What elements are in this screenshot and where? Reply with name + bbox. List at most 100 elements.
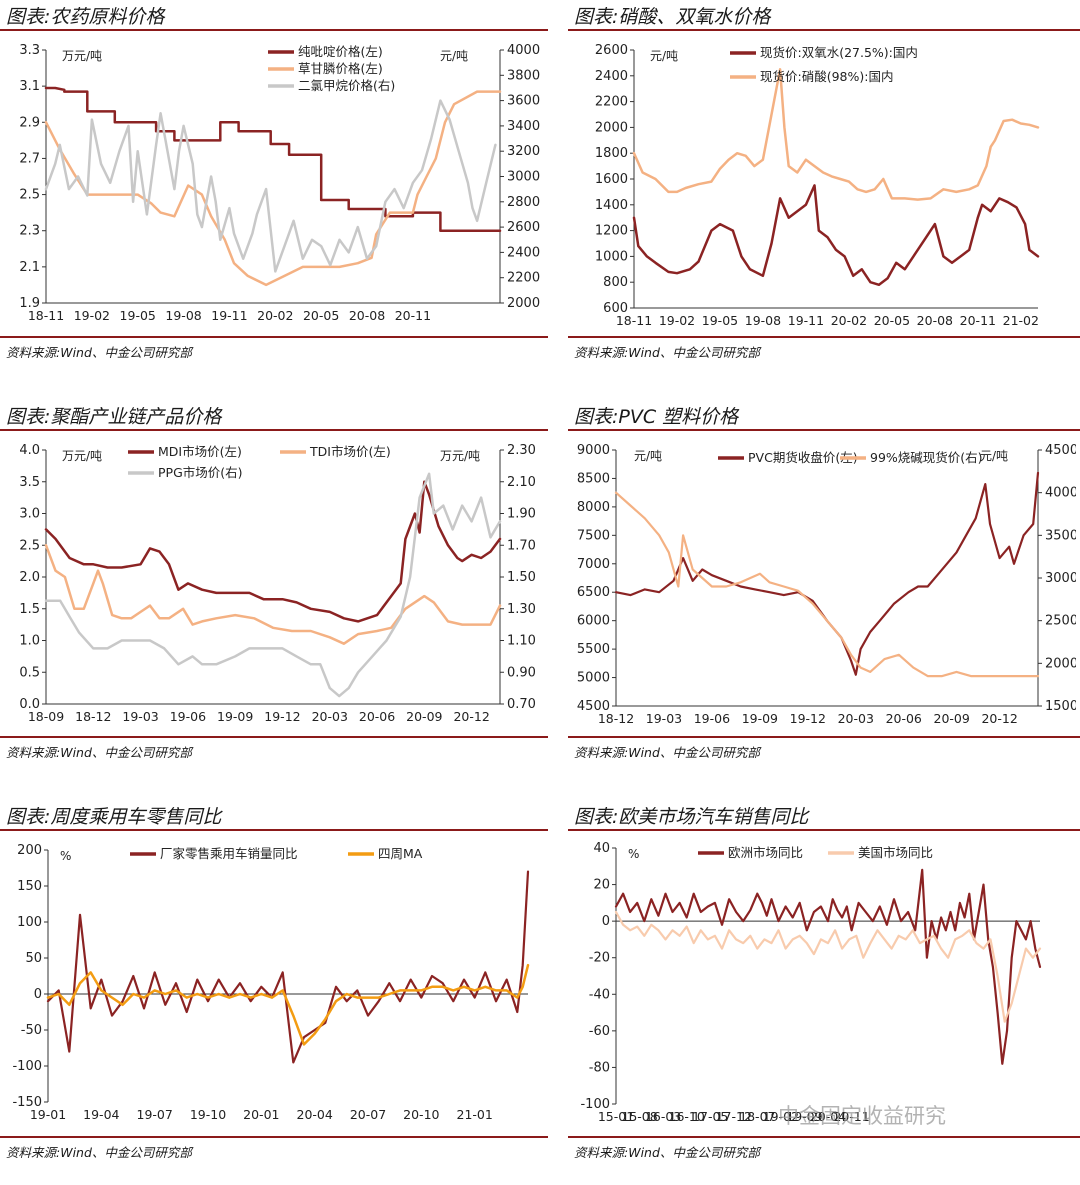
y-tick-label: 1600 bbox=[595, 172, 628, 187]
x-tick-label: 20-07 bbox=[350, 1107, 386, 1122]
y-tick-label: 8500 bbox=[577, 471, 610, 486]
y-tick-label: 9000 bbox=[577, 443, 610, 458]
y2-tick-label: 2500 bbox=[1045, 614, 1076, 629]
x-tick-label: 15-01 bbox=[598, 1109, 634, 1124]
y-tick-label: 4.0 bbox=[19, 443, 40, 458]
y2-tick-label: 0.90 bbox=[507, 665, 536, 680]
y-axis-label: 万元/吨 bbox=[62, 449, 102, 463]
chart-svg: 600 800 1000 1200 1400 1600 1800 2000 2200 2400 26… bbox=[595, 43, 1040, 328]
series-line-2 bbox=[632, 68, 1040, 201]
chart-svg: 0.0 0.5 1.0 1.5 2.0 2.5 3.0 3.5 4.0 0.70 0.90 1.10 1… bbox=[19, 443, 536, 724]
legend-label: 草甘膦价格(左) bbox=[298, 61, 383, 76]
y-tick-label: 5500 bbox=[577, 642, 610, 657]
y2-tick-label: 2800 bbox=[507, 195, 540, 210]
x-tick-label: 17-12 bbox=[716, 1109, 752, 1124]
y-tick-label: 0 bbox=[602, 914, 610, 929]
series-line-1 bbox=[632, 184, 1040, 287]
x-tick-label: 20-02 bbox=[831, 313, 867, 328]
source-rule bbox=[0, 736, 548, 738]
y-axis-label: % bbox=[628, 847, 639, 861]
y-tick-label: 1.9 bbox=[19, 296, 40, 311]
title-rule bbox=[0, 29, 548, 31]
x-tick-label: 20-08 bbox=[917, 313, 953, 328]
x-tick-label: 20-09 bbox=[934, 711, 970, 726]
chart-title: 图表:聚酯产业链产品价格 bbox=[6, 406, 222, 428]
y-tick-label: 40 bbox=[593, 841, 610, 856]
y-tick-label: 1.5 bbox=[19, 602, 40, 617]
chart-title: 图表:PVC 塑料价格 bbox=[574, 406, 739, 428]
legend-label: TDI市场价(左) bbox=[309, 444, 391, 459]
y-tick-label: 7500 bbox=[577, 528, 610, 543]
y-tick-label: 1200 bbox=[595, 224, 628, 239]
x-tick-label: 19-04 bbox=[83, 1107, 119, 1122]
x-tick-label: 18-07 bbox=[739, 1109, 775, 1124]
legend-label: PPG市场价(右) bbox=[158, 465, 243, 480]
y2-tick-label: 1.10 bbox=[507, 634, 536, 649]
chart-panel-euro-us-auto: 图表:欧美市场汽车销售同比 -100 -80 -60 -40 -20 0 20 40 15-01… bbox=[568, 800, 1080, 1185]
y2-tick-label: 2000 bbox=[1045, 656, 1076, 671]
y2-tick-label: 1.30 bbox=[507, 602, 536, 617]
y-tick-label: 2.7 bbox=[19, 151, 40, 166]
chart-svg: 4500 5000 5500 6000 6500 7000 7500 8000 8500 9000… bbox=[577, 443, 1076, 726]
x-tick-label: 19-03 bbox=[646, 711, 682, 726]
x-tick-label: 19-08 bbox=[165, 308, 201, 323]
x-tick-label: 20-11 bbox=[395, 308, 431, 323]
x-tick-label: 19-02 bbox=[74, 308, 110, 323]
x-tick-label: 19-11 bbox=[211, 308, 247, 323]
chart-panel-pvc: 图表:PVC 塑料价格 4500 5000 5500 6000 6500 7000 7500… bbox=[568, 400, 1080, 785]
x-tick-label: 19-09 bbox=[217, 709, 253, 724]
series-line-1 bbox=[614, 868, 1042, 1065]
x-tick-label: 20-11 bbox=[960, 313, 996, 328]
y-tick-label: 1.0 bbox=[19, 634, 40, 649]
y-tick-label: -150 bbox=[12, 1095, 42, 1110]
legend-label: 厂家零售乘用车销量同比 bbox=[160, 846, 298, 861]
series-line-1 bbox=[44, 86, 502, 232]
x-tick-label: 20-06 bbox=[886, 711, 922, 726]
y-tick-label: 800 bbox=[603, 275, 628, 290]
y-tick-label: 0 bbox=[34, 987, 42, 1002]
chart-panel-passenger-car: 图表:周度乘用车零售同比 -150 -100 -50 0 50 100 150 200 19-0… bbox=[0, 800, 548, 1185]
x-tick-label: 19-09 bbox=[742, 711, 778, 726]
y2-tick-label: 4500 bbox=[1045, 443, 1076, 458]
x-tick-label: 20-10 bbox=[403, 1107, 439, 1122]
x-tick-label: 19-05 bbox=[702, 313, 738, 328]
x-tick-label: 20-05 bbox=[874, 313, 910, 328]
y2-axis-label: 万元/吨 bbox=[440, 449, 480, 463]
y-tick-label: 7000 bbox=[577, 557, 610, 572]
y-tick-label: -60 bbox=[589, 1024, 610, 1039]
legend-label: 现货价:硝酸(98%):国内 bbox=[760, 69, 893, 84]
x-tick-label: 20-01 bbox=[243, 1107, 279, 1122]
y-axis-label: % bbox=[60, 849, 71, 863]
y2-tick-label: 2.10 bbox=[507, 475, 536, 490]
y-tick-label: 0.5 bbox=[19, 665, 40, 680]
source-rule bbox=[568, 736, 1080, 738]
legend-label: 四周MA bbox=[378, 846, 423, 861]
y-tick-label: 4500 bbox=[577, 699, 610, 714]
series-line-1 bbox=[44, 480, 502, 623]
x-tick-label: 21-01 bbox=[457, 1107, 493, 1122]
x-tick-label: 19-10 bbox=[190, 1107, 226, 1122]
y-tick-label: 5000 bbox=[577, 671, 610, 686]
y2-tick-label: 1500 bbox=[1045, 699, 1076, 714]
y2-tick-label: 0.70 bbox=[507, 697, 536, 712]
x-tick-label: 21-02 bbox=[1003, 313, 1039, 328]
x-tick-label: 19-01 bbox=[30, 1107, 66, 1122]
y-tick-label: -100 bbox=[580, 1097, 610, 1112]
x-tick-label: 17-05 bbox=[692, 1109, 728, 1124]
y-tick-label: 3.0 bbox=[19, 507, 40, 522]
y-tick-label: 2200 bbox=[595, 95, 628, 110]
x-tick-label: 20-05 bbox=[303, 308, 339, 323]
series-line-2 bbox=[44, 90, 502, 287]
y-tick-label: 1800 bbox=[595, 146, 628, 161]
title-rule bbox=[0, 429, 548, 431]
y2-tick-label: 3200 bbox=[507, 144, 540, 159]
x-tick-label: 19-03 bbox=[122, 709, 158, 724]
x-tick-label: 19-07 bbox=[137, 1107, 173, 1122]
x-tick-label: 20-12 bbox=[981, 711, 1017, 726]
y-tick-label: 100 bbox=[17, 915, 42, 930]
series-line-2 bbox=[44, 544, 502, 645]
y2-axis-label: 元/吨 bbox=[440, 49, 468, 63]
y-tick-label: -20 bbox=[589, 951, 610, 966]
chart-svg: 1.9 2.1 2.3 2.5 2.7 2.9 3.1 3.3 2000 2200 2400 2600… bbox=[19, 43, 540, 323]
x-tick-label: 15-08 bbox=[621, 1109, 657, 1124]
